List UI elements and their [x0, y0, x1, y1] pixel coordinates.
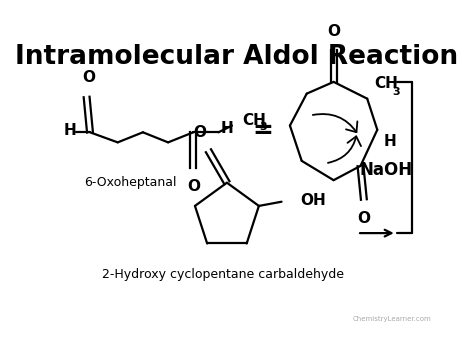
Text: O: O	[357, 211, 370, 226]
Text: O: O	[193, 125, 207, 140]
Text: O: O	[187, 179, 200, 194]
Text: CH: CH	[242, 113, 266, 128]
Text: =: =	[253, 119, 273, 143]
Text: NaOH: NaOH	[360, 161, 413, 179]
Text: Intramolecular Aldol Reaction: Intramolecular Aldol Reaction	[16, 44, 458, 70]
Text: 3: 3	[392, 87, 400, 97]
FancyArrowPatch shape	[313, 114, 357, 132]
FancyArrowPatch shape	[328, 136, 361, 163]
Text: O: O	[82, 70, 95, 85]
Text: CH: CH	[374, 76, 398, 91]
Text: 6-Oxoheptanal: 6-Oxoheptanal	[84, 176, 176, 189]
Text: H: H	[384, 134, 397, 149]
Text: 3: 3	[259, 122, 266, 132]
Text: ChemistryLearner.com: ChemistryLearner.com	[352, 316, 431, 322]
Text: O: O	[327, 24, 340, 39]
Text: H: H	[220, 121, 233, 136]
Text: 2-Hydroxy cyclopentane carbaldehyde: 2-Hydroxy cyclopentane carbaldehyde	[102, 268, 344, 281]
Text: H: H	[64, 123, 76, 138]
Text: OH: OH	[300, 193, 326, 208]
